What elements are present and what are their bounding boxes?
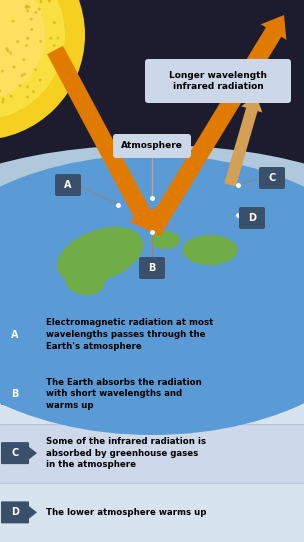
FancyBboxPatch shape [55, 174, 81, 196]
Circle shape [34, 68, 37, 72]
Circle shape [51, 51, 54, 54]
Circle shape [5, 47, 8, 50]
Circle shape [25, 44, 28, 47]
Circle shape [22, 58, 25, 61]
FancyBboxPatch shape [1, 383, 29, 405]
Circle shape [53, 21, 56, 24]
Circle shape [1, 69, 4, 73]
Circle shape [25, 6, 28, 9]
Bar [0, 483, 304, 542]
Circle shape [12, 20, 15, 23]
Text: Electromagnetic radiation at most
wavelengths passes through the
Earth's atmosph: Electromagnetic radiation at most wavele… [46, 318, 213, 351]
Circle shape [32, 90, 35, 93]
Bar [0, 305, 304, 364]
Circle shape [39, 40, 42, 43]
Circle shape [0, 0, 45, 100]
FancyBboxPatch shape [1, 324, 29, 346]
Ellipse shape [150, 231, 180, 249]
FancyBboxPatch shape [1, 501, 29, 524]
Circle shape [9, 95, 12, 98]
FancyBboxPatch shape [113, 134, 191, 158]
Text: The lower atmosphere warms up: The lower atmosphere warms up [46, 508, 206, 517]
Text: Longer wavelength
infrared radiation: Longer wavelength infrared radiation [169, 70, 267, 92]
Circle shape [26, 86, 29, 88]
Ellipse shape [182, 235, 237, 265]
Bar [0, 0, 304, 305]
Text: A: A [64, 180, 72, 190]
Circle shape [48, 0, 51, 3]
Text: The Earth absorbs the radiation
with short wavelengths and
warms up: The Earth absorbs the radiation with sho… [46, 378, 202, 410]
Circle shape [2, 98, 5, 101]
Circle shape [57, 36, 60, 40]
Ellipse shape [0, 145, 304, 325]
Text: B: B [11, 389, 19, 399]
Polygon shape [28, 327, 37, 341]
Circle shape [1, 100, 4, 104]
Circle shape [38, 8, 41, 10]
Circle shape [39, 79, 42, 82]
Circle shape [25, 4, 28, 8]
Circle shape [6, 49, 9, 53]
Polygon shape [47, 46, 156, 232]
Ellipse shape [0, 212, 304, 242]
Circle shape [0, 0, 85, 140]
Circle shape [30, 17, 33, 21]
Circle shape [49, 37, 52, 40]
Circle shape [20, 74, 23, 77]
FancyBboxPatch shape [1, 442, 29, 464]
Circle shape [0, 89, 1, 92]
Circle shape [26, 37, 29, 40]
Circle shape [30, 28, 33, 31]
Polygon shape [144, 15, 286, 237]
Circle shape [12, 66, 16, 68]
Circle shape [27, 5, 30, 9]
Ellipse shape [0, 221, 65, 239]
Text: C: C [11, 448, 19, 458]
FancyBboxPatch shape [239, 207, 265, 229]
Circle shape [40, 0, 43, 3]
Text: Some of the infrared radiation is
absorbed by greenhouse gases
in the atmosphere: Some of the infrared radiation is absorb… [46, 437, 206, 469]
Polygon shape [28, 387, 37, 401]
Circle shape [53, 44, 56, 47]
Circle shape [34, 11, 37, 14]
Text: D: D [11, 507, 19, 518]
Circle shape [0, 0, 65, 120]
FancyBboxPatch shape [259, 167, 285, 189]
Circle shape [26, 9, 29, 12]
FancyBboxPatch shape [139, 257, 165, 279]
Ellipse shape [57, 227, 143, 283]
Circle shape [26, 95, 29, 99]
Text: B: B [148, 263, 156, 273]
Polygon shape [224, 95, 262, 186]
Ellipse shape [65, 265, 105, 295]
Polygon shape [28, 505, 37, 519]
FancyBboxPatch shape [145, 59, 291, 103]
Text: D: D [248, 213, 256, 223]
Bar [0, 364, 304, 423]
Circle shape [19, 84, 21, 87]
Circle shape [16, 40, 19, 43]
Ellipse shape [0, 155, 304, 435]
Circle shape [23, 73, 26, 75]
Ellipse shape [223, 265, 257, 285]
Circle shape [9, 51, 12, 55]
Text: Atmosphere: Atmosphere [121, 141, 183, 151]
Bar [0, 423, 304, 483]
Polygon shape [28, 446, 37, 460]
Ellipse shape [240, 223, 300, 237]
Text: C: C [268, 173, 276, 183]
Text: A: A [11, 330, 19, 340]
